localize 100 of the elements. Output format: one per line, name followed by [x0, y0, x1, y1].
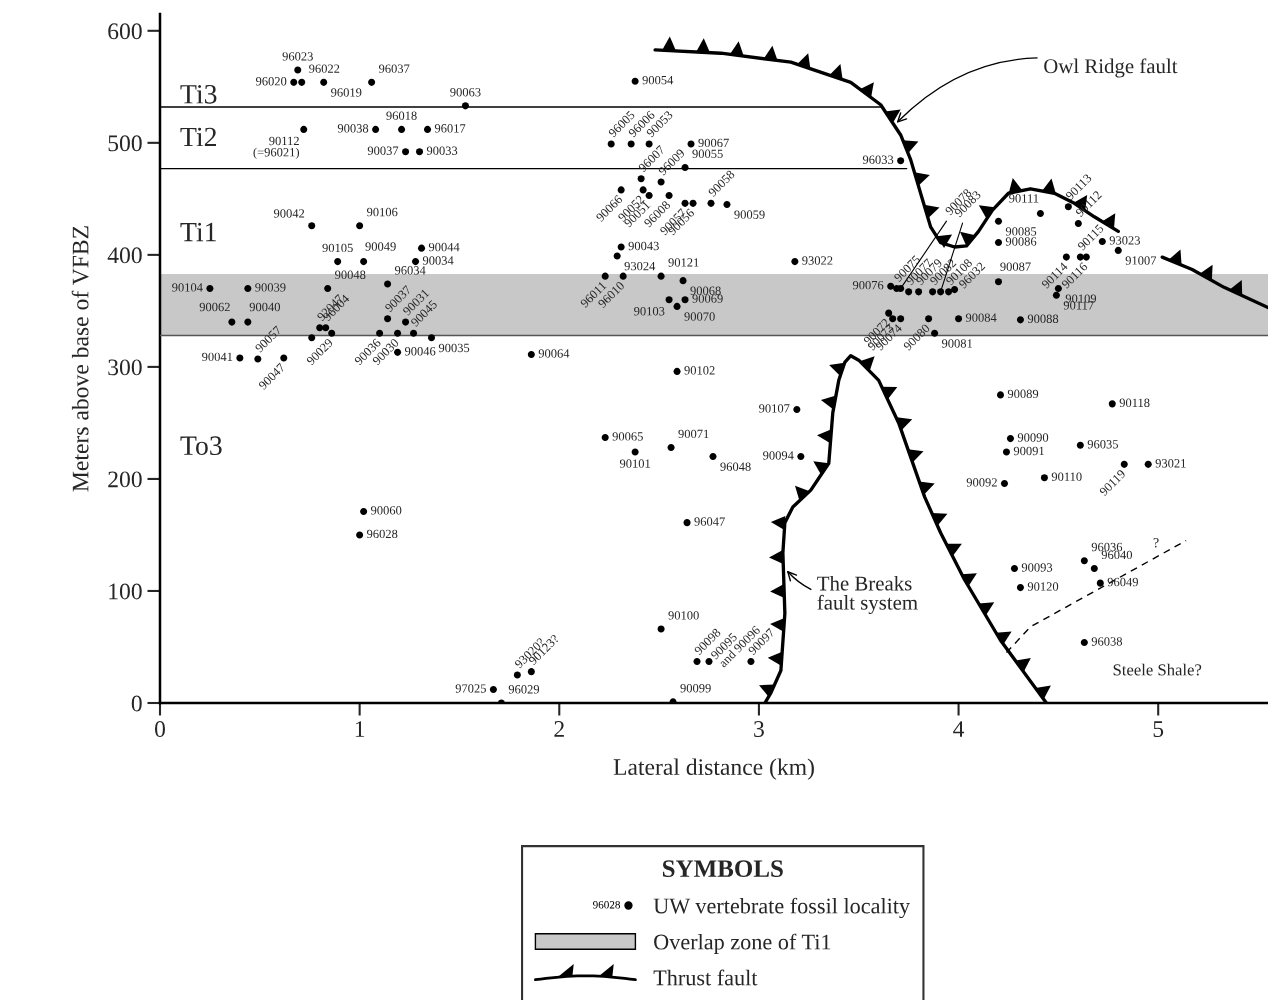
- annotation: 90040: [249, 302, 280, 312]
- annotation: The Breaks fault system: [817, 575, 918, 614]
- legend-title: SYMBOLS: [662, 860, 783, 878]
- annotation: 90070: [684, 312, 715, 321]
- annotation: Ti1: [180, 222, 216, 242]
- y-tick-label: 0: [131, 695, 142, 712]
- annotation: 96018: [386, 111, 417, 120]
- y-tick-label: 300: [108, 359, 142, 376]
- annotation: 90062: [199, 302, 230, 312]
- annotation: 90085: [1005, 227, 1037, 236]
- y-tick-label: 600: [108, 23, 142, 40]
- annotation: 90102: [684, 366, 715, 375]
- annotation: 90034: [422, 256, 454, 265]
- annotation: 96034: [394, 266, 426, 275]
- annotation: 96019: [331, 88, 362, 97]
- annotation: 90055: [692, 149, 723, 158]
- annotation: 96048: [720, 462, 751, 471]
- x-tick-label: 0: [155, 721, 165, 737]
- annotation: 90054: [642, 75, 674, 85]
- annotation: 96037: [378, 64, 410, 73]
- x-tick-label: 3: [754, 721, 764, 737]
- annotation: 90059: [734, 210, 765, 219]
- annotation: 90039: [255, 283, 286, 292]
- annotation: 97025: [455, 684, 486, 693]
- annotation: 90041: [202, 352, 233, 362]
- annotation: 90090: [1017, 433, 1049, 442]
- annotation: 96036: [1091, 542, 1123, 552]
- annotation: 90060: [370, 506, 402, 515]
- annotation: 90110: [1051, 472, 1082, 481]
- annotation: 90088: [1027, 314, 1059, 323]
- annotation: 90118: [1119, 398, 1150, 407]
- x-axis-title: Lateral distance (km): [613, 758, 814, 780]
- annotation: 90044: [428, 242, 460, 252]
- annotation: 90111: [1009, 194, 1039, 203]
- annotation: 90046: [404, 347, 436, 356]
- annotation: 90106: [366, 207, 398, 217]
- annotation: 96023: [282, 52, 313, 61]
- annotation: 90112 (=96021): [253, 136, 300, 160]
- annotation: 93022: [802, 256, 833, 265]
- annotation: 90121: [668, 258, 699, 267]
- annotation: 93023: [1109, 236, 1141, 245]
- annotation: 90092: [966, 478, 997, 487]
- annotation: 91007: [1125, 256, 1157, 265]
- annotation: 90038: [337, 124, 369, 133]
- x-tick-label: 1: [355, 721, 365, 737]
- annotation: 90105: [322, 243, 353, 253]
- annotation: 96049: [1107, 577, 1138, 587]
- annotation: 90089: [1007, 389, 1039, 399]
- x-tick-label: 4: [953, 721, 965, 737]
- annotation: 96020: [255, 77, 287, 86]
- y-tick-label: 100: [109, 583, 142, 600]
- annotation: 90063: [450, 87, 481, 97]
- annotation: 90043: [628, 241, 659, 251]
- annotation: 90068: [690, 286, 721, 295]
- annotation: 96029: [508, 685, 540, 694]
- annotation: 90042: [273, 209, 305, 218]
- annotation: To3: [180, 436, 222, 456]
- y-tick-label: 200: [108, 471, 142, 488]
- annotation: 90071: [678, 429, 709, 439]
- annotation: 96047: [694, 517, 725, 526]
- x-tick-label: 5: [1153, 721, 1164, 737]
- annotation: Ti2: [180, 127, 217, 147]
- annotation: 90104: [172, 283, 203, 292]
- annotation: 90091: [1013, 446, 1044, 456]
- annotation: Ti3: [180, 84, 217, 104]
- annotation: 90076: [852, 280, 884, 290]
- text: 96028: [593, 901, 620, 909]
- annotation: 90069: [692, 294, 723, 303]
- annotation: 90094: [763, 451, 794, 460]
- annotation: 93024: [624, 261, 656, 271]
- legend-label: UW vertebrate fossil locality: [653, 897, 911, 919]
- annotation: 96028: [366, 529, 398, 539]
- annotation: 90087: [1000, 262, 1031, 271]
- legend-label: Overlap zone of Ti1: [654, 933, 831, 955]
- annotation: 90084: [965, 313, 997, 322]
- annotation: 90099: [680, 683, 711, 693]
- annotation: 96022: [309, 64, 340, 73]
- annotation: 90100: [668, 611, 699, 620]
- annotation: 90120: [1027, 582, 1059, 591]
- annotation: 90035: [438, 343, 470, 353]
- y-axis-title: Meters above base of VFBZ: [71, 226, 89, 492]
- annotation: Owl Ridge fault: [1044, 58, 1178, 78]
- annotation: 90048: [335, 270, 366, 279]
- annotation: 90081: [941, 339, 973, 348]
- annotation: 90093: [1021, 563, 1053, 572]
- annotation: 96035: [1087, 440, 1119, 449]
- y-tick-label: 400: [107, 247, 142, 264]
- annotation: Steele Shale?: [1113, 663, 1202, 676]
- annotation: 90101: [619, 459, 651, 468]
- y-tick-label: 500: [108, 135, 142, 152]
- annotation: 90033: [426, 146, 458, 155]
- annotation: 96017: [434, 124, 466, 133]
- annotation: 96038: [1091, 637, 1123, 646]
- annotation: 90107: [759, 404, 790, 413]
- annotation: ?: [1153, 537, 1159, 548]
- annotation: 96040: [1101, 550, 1133, 560]
- annotation: 93021: [1155, 459, 1186, 468]
- annotation: 90064: [538, 349, 570, 358]
- annotation: 90103: [634, 306, 665, 316]
- annotation: 90037: [367, 146, 399, 155]
